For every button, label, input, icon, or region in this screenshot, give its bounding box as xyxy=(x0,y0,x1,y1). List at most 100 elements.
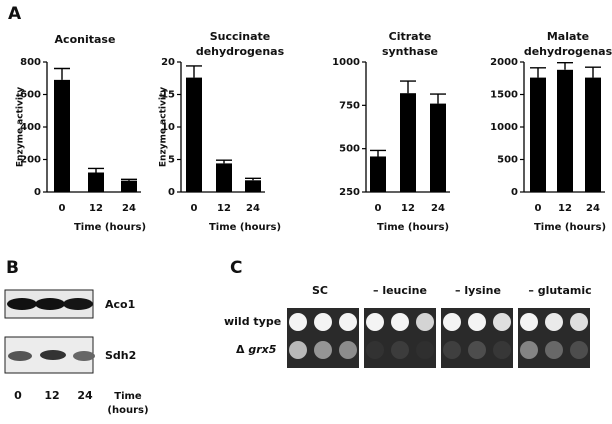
band xyxy=(8,351,32,361)
spot xyxy=(570,313,588,331)
spot xyxy=(314,341,332,359)
y-tick-label: 0 xyxy=(511,187,518,198)
error-bar xyxy=(186,65,202,78)
lane-label: 12 xyxy=(44,389,59,402)
error-bar xyxy=(121,178,137,181)
y-tick-label: 500 xyxy=(339,144,360,155)
spot xyxy=(493,341,511,359)
x-tick-label: 24 xyxy=(431,203,445,214)
strain-gene: grx5 xyxy=(248,343,276,356)
y-tick-label: 15 xyxy=(161,90,175,101)
y-tick-label: 250 xyxy=(339,187,360,198)
spot xyxy=(339,341,357,359)
error-bar xyxy=(54,67,70,80)
medium-label: SC xyxy=(312,284,328,297)
y-tick-label: 1500 xyxy=(490,90,518,101)
y-tick-label: 10 xyxy=(161,122,175,133)
x-tick-label: 0 xyxy=(535,203,542,214)
medium-label: – leucine xyxy=(373,284,427,297)
bar xyxy=(530,77,546,192)
error-bar xyxy=(216,159,232,164)
x-tick-label: 12 xyxy=(217,203,231,214)
spot xyxy=(391,341,409,359)
band xyxy=(40,350,66,360)
bar xyxy=(121,180,137,192)
y-tick-label: 2000 xyxy=(490,57,518,68)
spot xyxy=(314,313,332,331)
error-bar xyxy=(585,66,601,78)
medium-label: – lysine xyxy=(455,284,501,297)
y-tick-label: 400 xyxy=(20,122,41,133)
x-tick-label: 12 xyxy=(401,203,415,214)
panel-label: C xyxy=(230,258,242,278)
strain-symbol: Δ xyxy=(236,343,245,356)
medium-label: – glutamic xyxy=(528,284,591,297)
strain-label: Δ grx5 xyxy=(236,343,277,356)
bar xyxy=(54,79,70,192)
y-tick-label: 1000 xyxy=(332,57,360,68)
spot xyxy=(520,341,538,359)
spot xyxy=(416,313,434,331)
y-tick-label: 800 xyxy=(20,57,41,68)
y-axis-label: Enzyme activity xyxy=(159,87,169,167)
spot xyxy=(570,341,588,359)
x-tick-label: 12 xyxy=(558,203,572,214)
plates xyxy=(287,308,590,368)
bar xyxy=(557,69,573,192)
y-tick-label: 1000 xyxy=(490,122,518,133)
chart-title: dehydrogenas xyxy=(196,45,285,58)
band xyxy=(7,298,37,310)
bar xyxy=(585,77,601,192)
bar xyxy=(245,180,261,192)
spot xyxy=(416,341,434,359)
x-tick-label: 0 xyxy=(375,203,382,214)
bar xyxy=(430,103,446,192)
spot xyxy=(493,313,511,331)
spot xyxy=(289,313,307,331)
band xyxy=(73,351,95,361)
bar xyxy=(400,93,416,192)
y-tick-label: 500 xyxy=(497,155,518,166)
error-bar xyxy=(88,167,104,173)
lane-label: 24 xyxy=(77,389,93,402)
x-tick-label: 0 xyxy=(191,203,198,214)
x-tick-label: 24 xyxy=(122,203,136,214)
chart-title: Citrate xyxy=(389,30,432,43)
band xyxy=(63,298,93,310)
chart-title: Succinate xyxy=(210,30,271,43)
axis-label: (hours) xyxy=(107,405,148,416)
spot xyxy=(545,341,563,359)
y-tick-label: 5 xyxy=(168,155,175,166)
spot xyxy=(468,313,486,331)
spot xyxy=(366,341,384,359)
x-axis-label: Time (hours) xyxy=(534,222,606,233)
spot xyxy=(366,313,384,331)
chart-title: Malate xyxy=(547,30,589,43)
spot xyxy=(468,341,486,359)
error-bar xyxy=(400,80,416,94)
panel-label: A xyxy=(8,4,22,24)
bar xyxy=(370,156,386,192)
axis-label: Time xyxy=(114,391,142,402)
error-bar xyxy=(430,93,446,104)
bar xyxy=(216,163,232,192)
strain-label: wild type xyxy=(224,315,281,328)
protein-label: Sdh2 xyxy=(105,349,136,362)
y-tick-label: 750 xyxy=(339,100,360,111)
y-tick-label: 0 xyxy=(34,187,41,198)
x-axis-label: Time (hours) xyxy=(74,222,146,233)
x-tick-label: 0 xyxy=(59,203,66,214)
spot xyxy=(443,313,461,331)
y-tick-label: 200 xyxy=(20,155,41,166)
x-tick-label: 24 xyxy=(246,203,260,214)
spot xyxy=(339,313,357,331)
y-axis-label: Enzyme activity xyxy=(16,87,26,167)
spot xyxy=(443,341,461,359)
error-bar xyxy=(245,177,261,181)
error-bar xyxy=(530,67,546,78)
chart-title: Aconitase xyxy=(55,33,116,46)
x-tick-label: 24 xyxy=(586,203,600,214)
y-tick-label: 600 xyxy=(20,90,41,101)
error-bar xyxy=(370,149,386,157)
